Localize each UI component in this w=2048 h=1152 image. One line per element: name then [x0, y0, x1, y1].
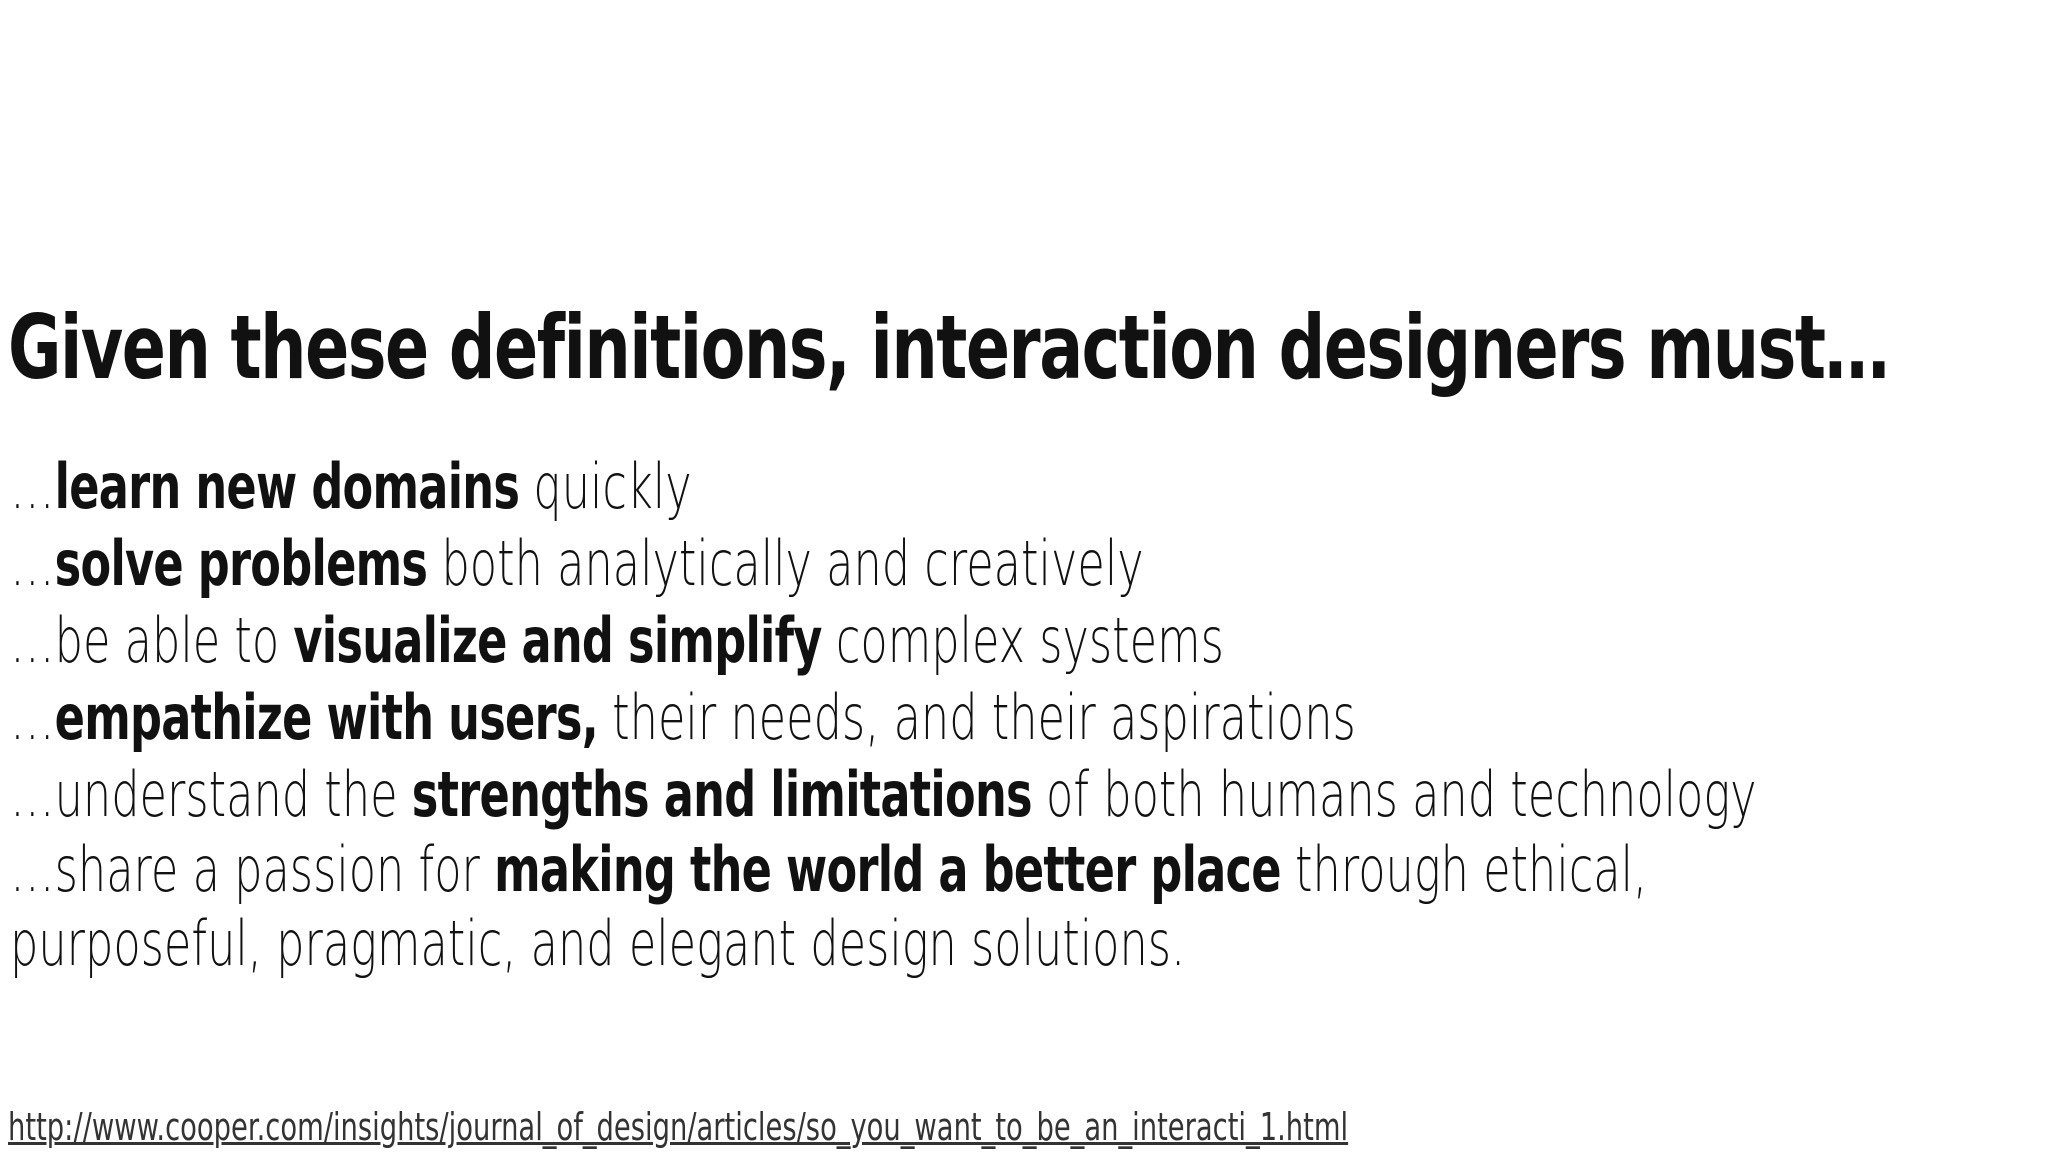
item-suffix: through ethical, purposeful, pragmatic, … — [10, 833, 1648, 980]
item-emphasis: strengths and limitations — [411, 758, 1033, 831]
item-emphasis: making the world a better place — [494, 833, 1281, 906]
item-suffix: quickly — [519, 450, 692, 523]
item-emphasis: learn new domains — [54, 450, 520, 523]
item-prefix: … — [10, 527, 55, 600]
item-suffix: of both humans and technology — [1031, 758, 1757, 831]
list-item: …learn new domains quickly — [10, 448, 1868, 525]
item-emphasis: empathize with users, — [54, 681, 599, 754]
slide-title: Given these definitions, interaction des… — [8, 296, 1890, 399]
requirements-list: …learn new domains quickly …solve proble… — [10, 448, 1868, 981]
item-suffix: complex systems — [821, 604, 1224, 677]
source-link[interactable]: http://www.cooper.com/insights/journal_o… — [8, 1105, 1349, 1149]
list-item: …be able to visualize and simplify compl… — [10, 602, 1868, 679]
item-prefix: …share a passion for — [10, 833, 495, 906]
list-item: …understand the strengths and limitation… — [10, 756, 1868, 833]
item-emphasis: visualize and simplify — [293, 604, 822, 677]
item-suffix: their needs, and their aspirations — [597, 681, 1356, 754]
item-prefix: … — [10, 450, 55, 523]
item-prefix: …understand the — [10, 758, 412, 831]
list-item: …solve problems both analytically and cr… — [10, 525, 1868, 602]
item-suffix: both analytically and creatively — [427, 527, 1144, 600]
item-emphasis: solve problems — [54, 527, 428, 600]
item-prefix: …be able to — [10, 604, 294, 677]
list-item: …empathize with users, their needs, and … — [10, 679, 1868, 756]
list-item: …share a passion for making the world a … — [10, 833, 1868, 981]
item-prefix: … — [10, 681, 55, 754]
